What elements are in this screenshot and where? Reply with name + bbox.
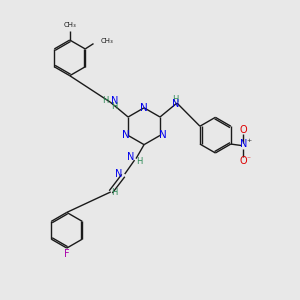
Text: H: H bbox=[136, 157, 142, 166]
Text: H: H bbox=[102, 97, 108, 106]
Text: O: O bbox=[239, 125, 247, 135]
Text: N: N bbox=[127, 152, 134, 162]
Text: ⁻: ⁻ bbox=[247, 155, 251, 164]
Text: N: N bbox=[158, 130, 166, 140]
Text: N: N bbox=[111, 96, 118, 106]
Text: O: O bbox=[239, 156, 247, 166]
Text: CH₃: CH₃ bbox=[63, 22, 76, 28]
Text: H: H bbox=[172, 95, 179, 104]
Text: H: H bbox=[111, 188, 118, 197]
Text: CH₃: CH₃ bbox=[101, 38, 114, 44]
Text: H: H bbox=[112, 102, 118, 111]
Text: N: N bbox=[172, 99, 179, 109]
Text: N: N bbox=[122, 130, 130, 140]
Text: N: N bbox=[115, 169, 123, 179]
Text: N: N bbox=[140, 103, 148, 113]
Text: +: + bbox=[246, 138, 251, 143]
Text: F: F bbox=[64, 249, 70, 259]
Text: N: N bbox=[240, 139, 247, 149]
